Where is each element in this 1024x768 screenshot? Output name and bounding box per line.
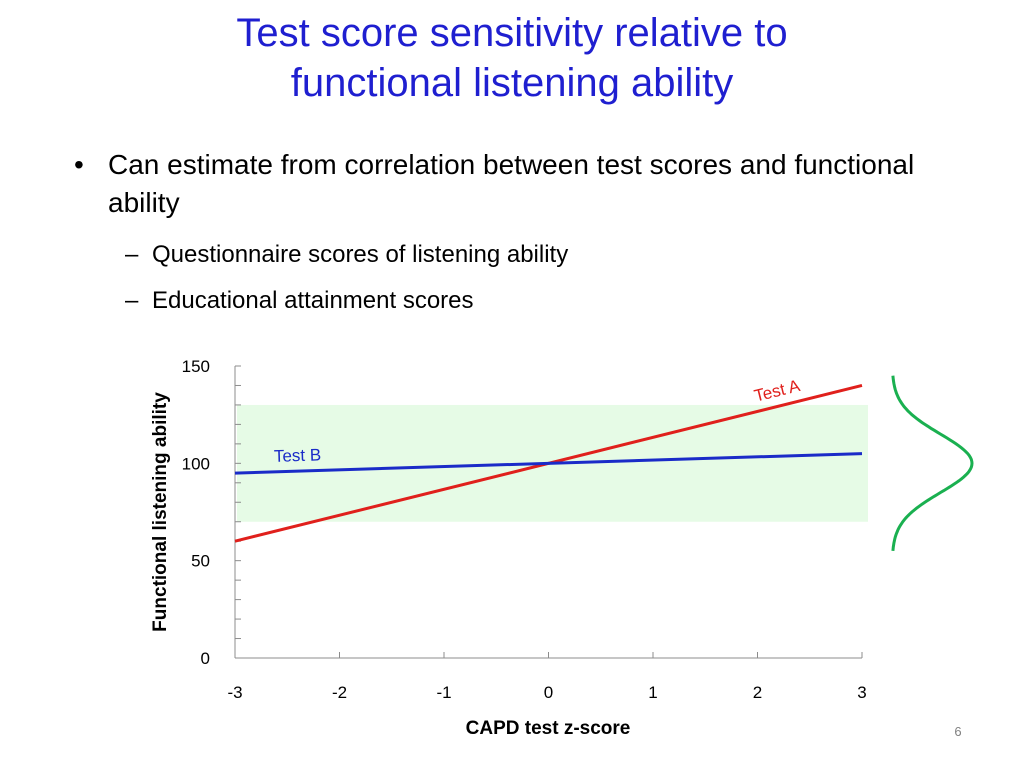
sub-bullet-text: Questionnaire scores of listening abilit… [152,241,569,268]
sub-bullet-text: Educational attainment scores [152,287,474,314]
bullet-list: • Can estimate from correlation between … [70,146,970,316]
bullet-dot-icon: • [74,149,84,180]
series-line [234,452,863,475]
x-tick-label: 3 [857,683,866,702]
x-tick-label: -3 [227,683,242,702]
sub-bullet-item: – Questionnaire scores of listening abil… [70,240,970,270]
y-tick-label: 50 [191,552,210,571]
dash-icon: – [125,241,139,268]
bullet-item: • Can estimate from correlation between … [70,146,970,222]
y-axis-label: Functional listening ability [150,392,171,632]
x-axis-label: CAPD test z-score [466,718,631,739]
slide-title-line-2: functional listening ability [290,61,734,105]
sub-bullet-item: – Educational attainment scores [70,286,970,316]
slide-title: Test score sensitivity relative to funct… [0,8,1024,108]
chart-axes: 0 50 100 150 -3 -2 -1 0 1 2 3 [182,357,867,702]
dash-icon: – [125,287,139,314]
y-tick-label: 150 [182,357,210,376]
y-tick-label: 0 [201,649,210,668]
x-tick-label: 0 [544,683,553,702]
x-tick-label: -2 [332,683,347,702]
slide-title-line-1: Test score sensitivity relative to [236,11,788,55]
x-tick-label: -1 [436,683,451,702]
y-tick-label: 100 [182,454,210,473]
page-number: 6 [954,724,962,739]
series-label: Test B [274,445,322,465]
x-tick-label: 2 [753,683,762,702]
distribution-curve [891,375,974,552]
x-tick-label: 1 [648,683,657,702]
bullet-text: Can estimate from correlation between te… [108,149,915,218]
